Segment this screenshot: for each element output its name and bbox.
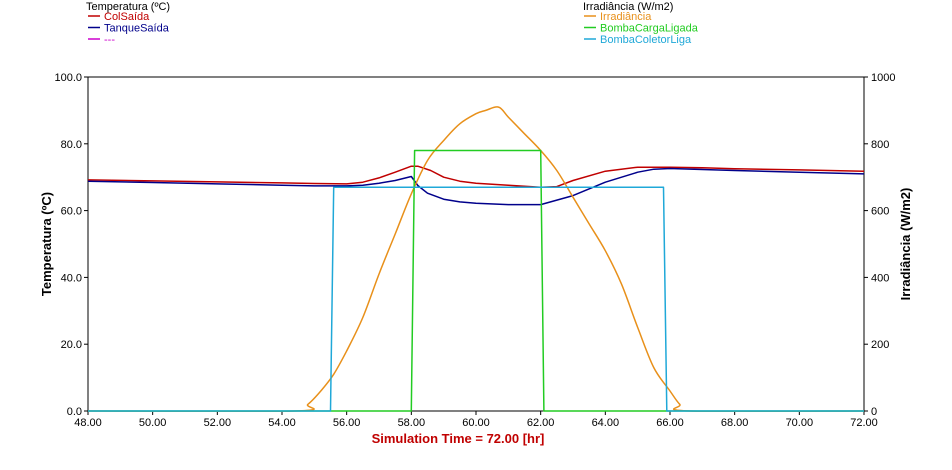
series-line-bombacoletorliga [88,186,864,412]
x-tick-label: 68.00 [721,417,749,429]
series-line-colsa-da [88,165,864,188]
x-tick-label: 72.00 [850,417,878,429]
series-line-bombacargaligada [88,149,864,412]
x-tick-label: 62.00 [527,417,555,429]
x-axis-label-value: 72.00 [hr] [487,431,545,446]
legend-entry: BombaCargaLigada [600,23,699,35]
legend-entry: --- [104,34,115,46]
y-left-tick-label: 60.0 [61,206,82,218]
legend-entry: BombaColetorLiga [600,34,692,46]
series-line-irradiancia [88,106,864,412]
y-right-tick-label: 400 [871,272,889,284]
left-legend-title: Temperatura (ºC) [86,1,170,13]
y-right-tick-label: 1000 [871,72,895,84]
x-tick-label: 58.00 [398,417,426,429]
right-legend-title: Irradiância (W/m2) [583,1,673,13]
x-tick-label: 54.00 [268,417,296,429]
y-right-tick-label: 0 [871,406,877,418]
series-line-tanquesa-da [88,167,864,206]
y-left-tick-label: 20.0 [61,339,82,351]
x-tick-label: 48.00 [74,417,102,429]
y-left-tick-label: 40.0 [61,272,82,284]
legend-entry: ColSaída [104,11,150,23]
legend-entry: Irradiância [600,11,652,23]
plot-area [87,76,865,412]
y-left-tick-label: 80.0 [61,139,82,151]
y-axis-right-label: Irradiância (W/m2) [898,188,913,301]
right-legend: Irradiância (W/m2) IrradiânciaBombaCarga… [583,1,699,46]
y-axis-left-label: Temperatura (ºC) [39,192,54,296]
y-left-tick-label: 100.0 [54,72,82,84]
y-right-tick-label: 200 [871,339,889,351]
legend-entry: TanqueSaída [104,23,170,35]
x-tick-label: 50.00 [139,417,167,429]
x-tick-label: 52.00 [204,417,232,429]
y-right-tick-label: 800 [871,139,889,151]
x-tick-label: 70.00 [786,417,814,429]
x-tick-label: 64.00 [592,417,620,429]
y-right-tick-label: 600 [871,206,889,218]
x-axis-label: Simulation Time = 72.00 [hr] [372,431,545,446]
y-left-tick-label: 0.0 [67,406,82,418]
x-tick-label: 60.00 [462,417,490,429]
x-axis-label-prefix: Simulation Time = [372,431,487,446]
x-tick-label: 56.00 [333,417,361,429]
x-tick-label: 66.00 [656,417,684,429]
